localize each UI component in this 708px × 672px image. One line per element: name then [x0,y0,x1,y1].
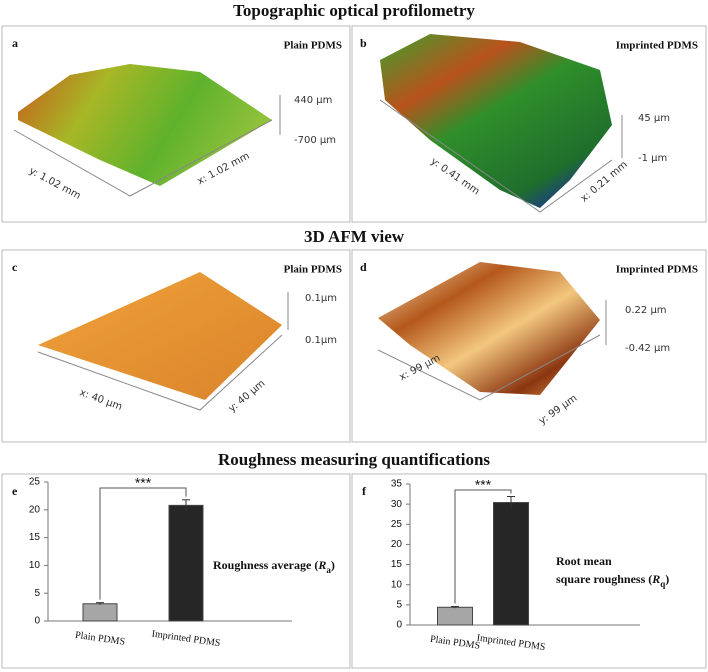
label-part: R [651,572,660,586]
bar [437,606,473,626]
label-part: Root mean [556,554,612,568]
panel-frame [351,473,707,669]
y-tick-label: 0 [34,616,40,627]
section-title: Topographic optical profilometry [233,1,475,20]
z-label: 45 µm [638,113,670,124]
y-tick-label: 10 [29,560,41,571]
panel-letter: a [12,36,18,50]
label-part: Roughness average ( [213,558,318,572]
y-tick-label: 0 [396,620,402,631]
significance-bracket [454,489,512,604]
y-tick-label: 30 [391,499,403,510]
bar [493,502,529,626]
x-tick-label: Imprinted PDMS [151,629,221,650]
panel-letter: f [362,484,367,498]
panel-letter: e [12,484,18,498]
section-title: Roughness measuring quantifications [218,450,490,469]
axis-label: y: 99 µm [537,393,579,427]
bar [82,603,118,622]
x-tick-label: Plain PDMS [429,634,480,652]
y-tick-label: 35 [391,479,403,490]
z-label: -0.42 µm [625,343,670,354]
y-tick-label: 20 [391,539,403,550]
axis-line [37,334,283,411]
y-tick-label: 10 [391,579,403,590]
annotation: *** [475,477,492,493]
side-label: square roughness (Rq) [556,572,669,589]
z-label: 440 µm [294,95,332,106]
side-label: Root mean [556,554,612,568]
side-label: Roughness average (Ra) [213,558,335,575]
axis-line [13,119,273,197]
surface [378,262,600,395]
axis-label: x: 99 µm [398,353,442,384]
z-label: -700 µm [294,135,336,146]
section-title: 3D AFM view [304,227,405,246]
z-label: -1 µm [638,153,667,164]
surface [380,34,612,208]
error-bar [182,499,190,511]
label-part: a [326,565,331,575]
panel-frame [1,249,351,443]
panel-letter: b [360,36,367,50]
label-part: R [317,558,326,572]
y-tick-label: 20 [29,504,41,515]
axis-line [379,99,613,213]
panel-frame [1,473,351,669]
y-tick-label: 25 [391,519,403,530]
error-bar [451,605,459,609]
label-part: square roughness ( [556,572,652,586]
panel-frame [1,25,351,223]
axis-line [377,334,601,401]
panel-title: Plain PDMS [284,40,342,52]
axis-label: x: 40 µm [78,387,124,413]
surface [18,64,272,186]
panel-title: Imprinted PDMS [616,40,698,52]
bar [168,504,204,622]
label-part: ) [331,558,335,572]
z-label: 0.1µm [305,293,337,304]
panel-letter: c [12,260,18,274]
z-label: 0.1µm [305,335,337,346]
axis-label: y: 40 µm [227,378,268,415]
panel-title: Plain PDMS [284,264,342,276]
error-bar [96,602,104,605]
surface [38,272,282,400]
y-tick-label: 25 [29,477,41,488]
y-tick-label: 5 [396,599,402,610]
x-tick-label: Imprinted PDMS [476,633,546,654]
panel-letter: d [360,260,367,274]
label-part: q [660,579,665,589]
z-label: 0.22 µm [625,305,667,316]
label-part: ) [665,572,669,586]
y-tick-label: 15 [391,559,403,570]
panel-frame [351,25,707,223]
panel-title: Imprinted PDMS [616,264,698,276]
annotation: *** [135,475,152,491]
significance-bracket [99,487,187,600]
x-tick-label: Plain PDMS [74,630,125,648]
axis-label: y: 1.02 mm [27,166,82,202]
error-bar [507,495,515,509]
y-tick-label: 5 [34,588,40,599]
y-tick-label: 15 [29,532,41,543]
panel-frame [351,249,707,443]
